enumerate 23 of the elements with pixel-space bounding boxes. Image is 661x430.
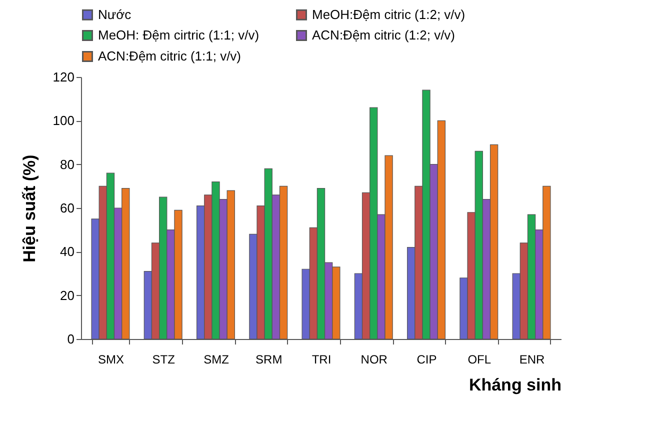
- x-tick-label: STZ: [152, 352, 175, 366]
- y-tick-label: 80: [60, 156, 74, 172]
- y-tick-label: 40: [60, 244, 74, 260]
- y-tick-label: 0: [67, 332, 74, 346]
- x-tick-label: NOR: [360, 352, 388, 366]
- x-tick-label: SRM: [256, 352, 282, 366]
- y-tick-label: 20: [60, 288, 74, 303]
- x-tick-label: OFL: [468, 352, 492, 366]
- y-tick-label: 100: [52, 113, 74, 128]
- y-axis-title: Hiệu suất (%): [20, 154, 39, 262]
- legend-label: MeOH: Đệm cirtric (1:1; v/v): [98, 28, 260, 42]
- legend-label: Nước: [98, 6, 132, 22]
- x-tick-label: SMZ: [204, 352, 229, 366]
- legend-label: MeOH:Đệm citric (1:2; v/v): [312, 6, 466, 22]
- x-tick-label: ENR: [519, 352, 546, 366]
- legend-label: ACN:Đệm citric (1:1; v/v): [98, 48, 242, 64]
- x-tick-label: SMX: [98, 352, 124, 366]
- x-tick-label: TRI: [312, 352, 332, 366]
- y-tick-label: 120: [52, 70, 74, 84]
- y-tick-label: 60: [60, 200, 74, 216]
- legend-label: ACN:Đệm citric (1:2; v/v): [312, 28, 456, 42]
- x-tick-label: CIP: [416, 352, 437, 366]
- x-axis-title: Kháng sinh: [468, 376, 562, 394]
